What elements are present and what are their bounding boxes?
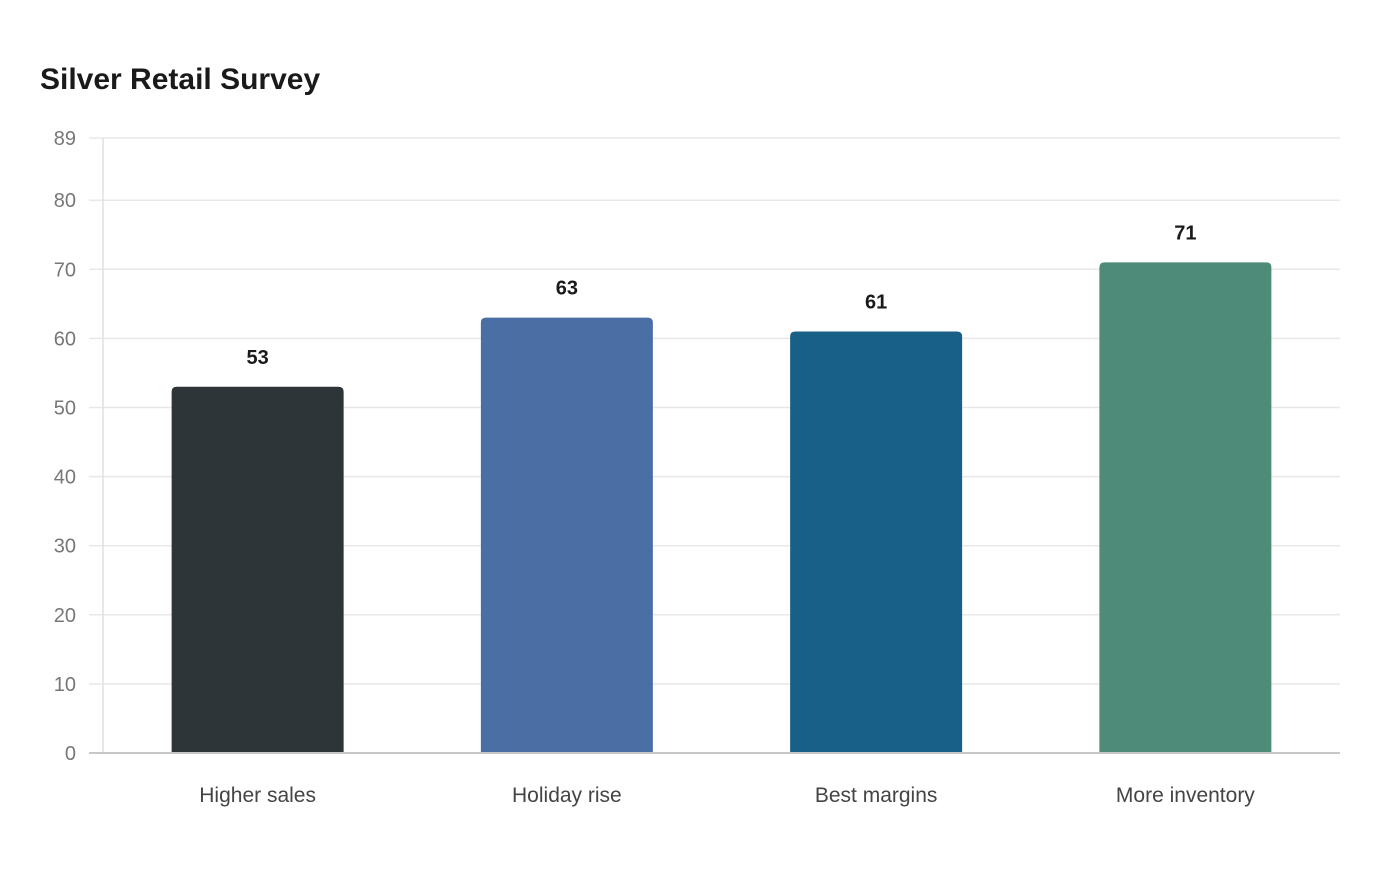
bar-more-inventory xyxy=(1099,262,1272,753)
y-tick-label: 50 xyxy=(54,397,76,419)
axes xyxy=(89,138,1340,754)
y-tick-label: 10 xyxy=(54,674,76,696)
chart-title: Silver Retail Survey xyxy=(40,63,321,96)
y-tick-label: 60 xyxy=(54,328,76,350)
y-tick-label: 30 xyxy=(54,536,76,558)
value-label: 63 xyxy=(556,278,578,300)
x-tick-label: More inventory xyxy=(1116,784,1255,807)
y-axis-ticks: 0 10 20 30 40 50 60 70 80 89 xyxy=(54,128,76,765)
value-label: 71 xyxy=(1174,222,1196,244)
x-axis-ticks: Higher sales Holiday rise Best margins More… xyxy=(199,784,1255,807)
bars xyxy=(171,262,1272,753)
y-tick-label: 40 xyxy=(54,467,76,489)
y-tick-label: 20 xyxy=(54,605,76,627)
value-label: 61 xyxy=(865,291,887,313)
bar-holiday-rise xyxy=(480,317,653,753)
x-tick-label: Higher sales xyxy=(199,784,316,807)
value-labels: 53 63 61 71 xyxy=(247,222,1197,368)
y-tick-label: 80 xyxy=(54,190,76,212)
bar-higher-sales xyxy=(171,386,344,753)
y-tick-label: 0 xyxy=(65,743,76,765)
bar-best-margins xyxy=(790,331,963,753)
y-tick-label: 70 xyxy=(54,259,76,281)
y-tick-label: 89 xyxy=(54,128,76,150)
x-tick-label: Best margins xyxy=(815,784,938,807)
value-label: 53 xyxy=(247,347,269,369)
x-tick-label: Holiday rise xyxy=(512,784,622,807)
